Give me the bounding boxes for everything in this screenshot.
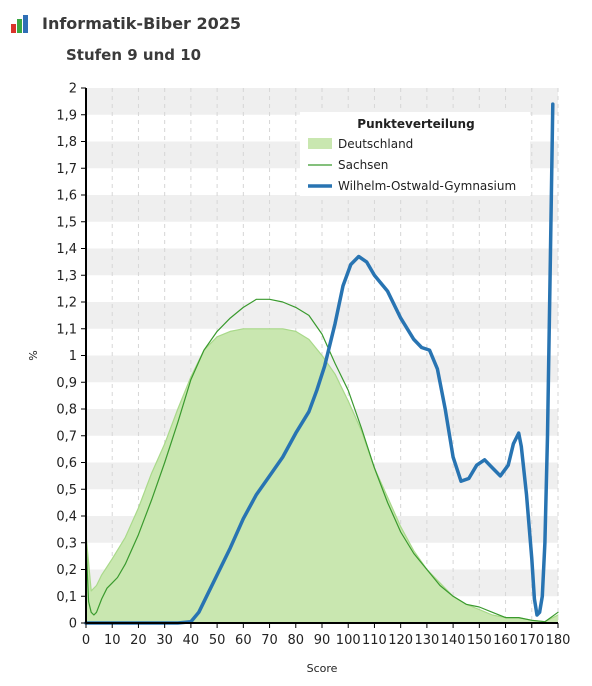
y-tick-label: 1,2 xyxy=(56,296,77,311)
x-tick-label: 30 xyxy=(156,633,173,648)
series-layer xyxy=(84,102,559,625)
x-tick-label: 70 xyxy=(261,633,278,648)
legend-label-sachsen: Sachsen xyxy=(338,158,388,172)
x-tick-label: 40 xyxy=(183,633,200,648)
legend-entries: Deutschland Sachsen Wilhelm-Ostwald-Gymnas… xyxy=(308,137,516,193)
y-tick-label: 0 xyxy=(69,617,77,632)
x-tick-label: 140 xyxy=(441,633,466,648)
x-tick-label: 160 xyxy=(493,633,518,648)
x-axis-label: Score xyxy=(307,662,338,675)
x-tick-label: 60 xyxy=(235,633,252,648)
x-tick-label: 150 xyxy=(467,633,492,648)
y-tick-label: 0,1 xyxy=(56,590,77,605)
legend-label-deutschland: Deutschland xyxy=(338,137,413,151)
y-tick-label: 1,8 xyxy=(56,135,77,150)
x-tick-label: 10 xyxy=(104,633,121,648)
legend-swatch-deutschland xyxy=(308,138,332,149)
legend-background xyxy=(300,112,530,196)
x-tick-label: 120 xyxy=(388,633,413,648)
bar-chart-logo-icon xyxy=(11,15,28,33)
legend-label-wilhelm-ostwald-gymnasium: Wilhelm-Ostwald-Gymnasium xyxy=(338,179,516,193)
y-tick-label: 0,3 xyxy=(56,536,77,551)
x-tick-label: 180 xyxy=(546,633,571,648)
y-tick-label: 1,9 xyxy=(56,108,77,123)
x-tick-label: 0 xyxy=(82,633,90,648)
y-axis-ticks: 0 0,1 0,2 0,3 0,4 0,5 0,6 0,7 0,8 0,9 1 1,1 1,2 1,3 1,… xyxy=(56,82,86,632)
series-line-deutschland xyxy=(85,328,559,623)
series-line-wilhelm-ostwald-gymnasium xyxy=(84,102,555,625)
y-tick-label: 0,7 xyxy=(56,429,77,444)
grid-band xyxy=(86,88,558,115)
y-tick-label: 0,6 xyxy=(56,456,77,471)
x-tick-label: 100 xyxy=(336,633,361,648)
y-tick-label: 1,6 xyxy=(56,189,77,204)
y-tick-label: 0,5 xyxy=(56,483,77,498)
y-tick-label: 2 xyxy=(69,82,77,97)
series-area-deutschland xyxy=(86,328,558,623)
app-title: Informatik-Biber 2025 xyxy=(42,14,242,33)
legend-title: Punkteverteilung xyxy=(357,117,474,131)
y-tick-label: 1,1 xyxy=(56,322,77,337)
legend: Punkteverteilung Deutschland Sachsen Wilhe… xyxy=(300,112,530,196)
header: Informatik-Biber 2025 Stufen 9 und 10 xyxy=(0,0,592,80)
y-tick-label: 0,2 xyxy=(56,563,77,578)
x-tick-label: 80 xyxy=(288,633,305,648)
y-tick-label: 1,7 xyxy=(56,162,77,177)
series-line-sachsen xyxy=(85,298,559,623)
x-axis-ticks: 0 10 20 30 40 50 60 70 80 90 100 110 120 130 140 150 160… xyxy=(82,623,571,648)
x-tick-label: 50 xyxy=(209,633,226,648)
y-tick-label: 1,4 xyxy=(56,242,77,257)
y-axis-label: % xyxy=(27,350,40,360)
x-tick-label: 170 xyxy=(519,633,544,648)
x-tick-label: 20 xyxy=(130,633,147,648)
x-tick-label: 90 xyxy=(314,633,331,648)
y-tick-label: 1,5 xyxy=(56,215,77,230)
chart-subtitle: Stufen 9 und 10 xyxy=(66,46,202,64)
grid-band xyxy=(86,248,558,276)
y-tick-label: 0,8 xyxy=(56,403,77,418)
y-tick-label: 0,4 xyxy=(56,510,77,525)
x-tick-label: 110 xyxy=(362,633,387,648)
y-tick-label: 1 xyxy=(69,349,77,364)
y-tick-label: 0,9 xyxy=(56,376,77,391)
x-tick-label: 130 xyxy=(414,633,439,648)
y-tick-label: 1,3 xyxy=(56,269,77,284)
